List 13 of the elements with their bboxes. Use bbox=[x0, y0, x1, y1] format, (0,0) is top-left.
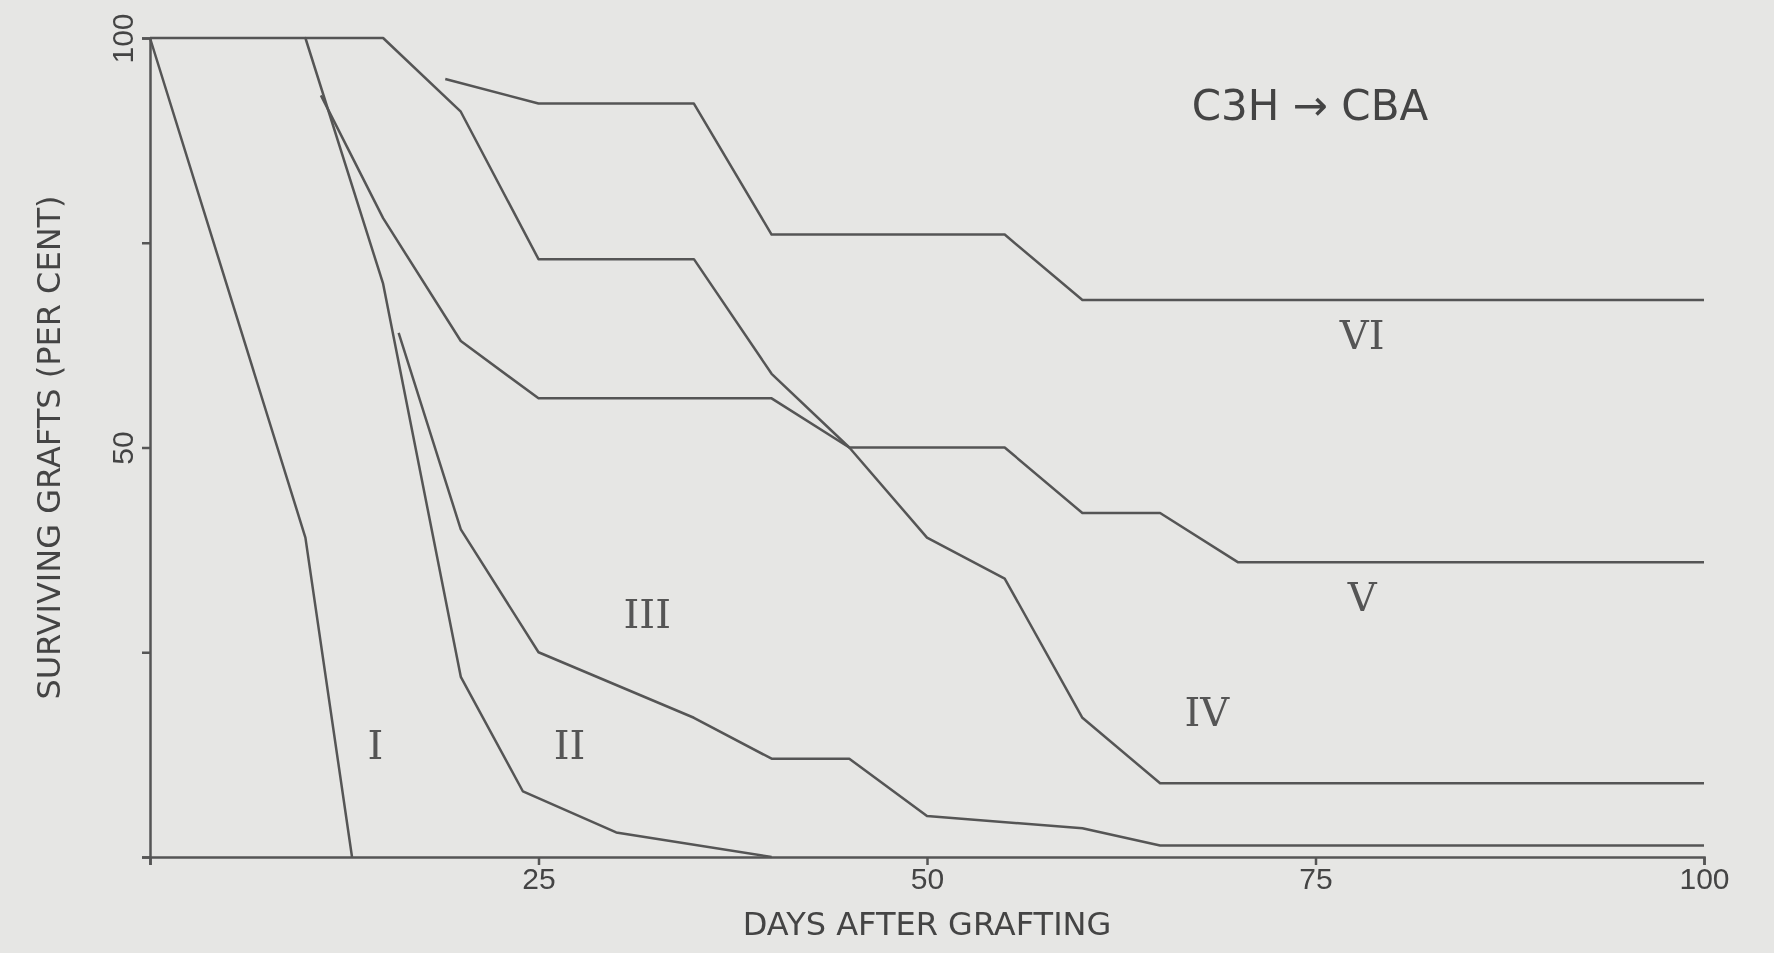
x-tick-label: 100 bbox=[1679, 862, 1730, 896]
annotation: C3H → CBA bbox=[1191, 81, 1429, 130]
series-label: II bbox=[553, 721, 586, 768]
x-tick-label: 75 bbox=[1299, 862, 1333, 896]
x-axis-title: DAYS AFTER GRAFTING bbox=[742, 905, 1112, 943]
x-tick-label: 25 bbox=[522, 862, 556, 896]
series-label: III bbox=[623, 590, 671, 637]
series-label: V bbox=[1346, 574, 1378, 621]
x-tick-label: 50 bbox=[910, 862, 945, 896]
series-label: IV bbox=[1184, 688, 1231, 735]
y-axis-title: SURVIVING GRAFTS (PER CENT) bbox=[30, 195, 68, 700]
series-label: VI bbox=[1338, 312, 1385, 359]
series-label: I bbox=[367, 721, 384, 768]
